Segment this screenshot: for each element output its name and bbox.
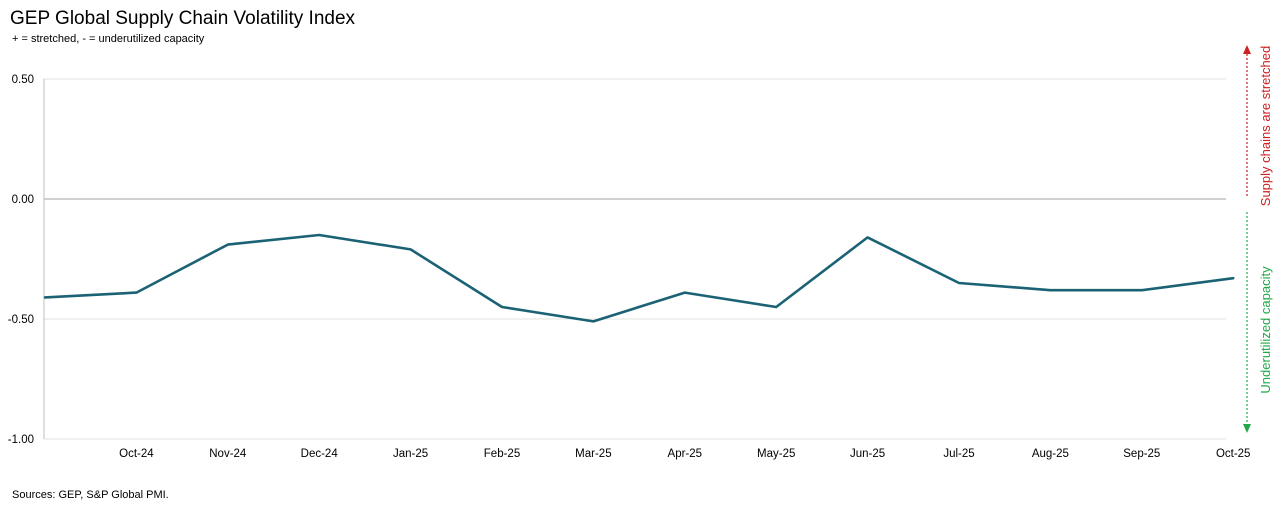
y-axis-ticks: 0.50 0.00 -0.50 -1.00 (8, 74, 34, 446)
stretched-arrow-head-icon (1243, 45, 1251, 54)
chart-subtitle: + = stretched, - = underutilized capacit… (12, 33, 205, 45)
x-axis-ticks: Oct-24 Nov-24 Dec-24 Jan-25 Feb-25 Mar-25 Apr-… (119, 448, 1250, 460)
series (43, 233, 1235, 323)
x-tick-label: Aug-25 (1032, 448, 1069, 460)
source-note: Sources: GEP, S&P Global PMI. (12, 489, 169, 501)
x-tick-label: Mar-25 (575, 448, 611, 460)
chart-title: GEP Global Supply Chain Volatility Index (10, 8, 356, 29)
x-tick-label: Apr-25 (668, 448, 703, 460)
gridlines (44, 78, 1226, 440)
stretched-label: Supply chains are stretched (1258, 46, 1273, 206)
underutilized-arrow-head-icon (1243, 424, 1251, 433)
y-tick-label: 0.50 (12, 74, 34, 86)
x-tick-label: Oct-25 (1216, 448, 1251, 460)
y-tick-label: -1.00 (8, 434, 34, 446)
side-annotations: Supply chains are stretched Underutilize… (1243, 45, 1273, 433)
x-tick-label: Oct-24 (119, 448, 154, 460)
x-tick-label: Nov-24 (209, 448, 247, 460)
y-tick-label: 0.00 (12, 194, 34, 206)
x-tick-label: Jan-25 (393, 448, 428, 460)
x-tick-label: Dec-24 (301, 448, 339, 460)
x-tick-label: Jul-25 (943, 448, 974, 460)
x-tick-label: May-25 (757, 448, 795, 460)
series-line (43, 233, 1235, 323)
underutilized-label: Underutilized capacity (1258, 266, 1273, 394)
y-tick-label: -0.50 (8, 314, 34, 326)
x-tick-label: Feb-25 (484, 448, 520, 460)
x-tick-label: Jun-25 (850, 448, 885, 460)
x-tick-label: Sep-25 (1123, 448, 1160, 460)
